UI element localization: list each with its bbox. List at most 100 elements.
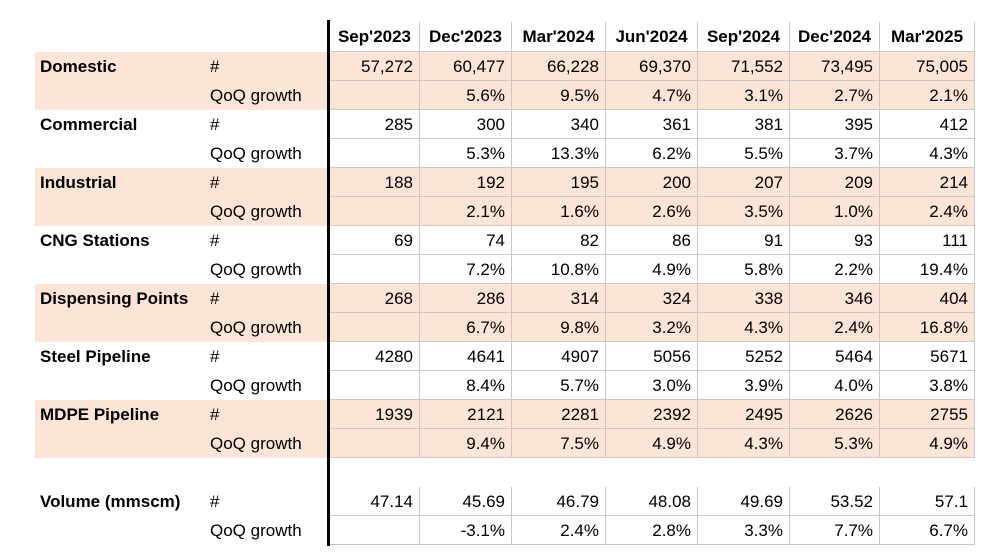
- row-label: Commercial: [40, 115, 138, 134]
- value-cell: 346: [790, 284, 880, 313]
- value-cell: 71,552: [698, 52, 790, 81]
- unit-label: #: [210, 115, 220, 134]
- empty-cell: [330, 197, 420, 226]
- growth-cell: 6.7%: [880, 516, 975, 545]
- value-cell: 93: [790, 226, 880, 255]
- row-label: Domestic: [40, 57, 117, 76]
- empty-cell: [330, 139, 420, 168]
- growth-cell: 3.1%: [698, 81, 790, 110]
- value-cell: 74: [420, 226, 512, 255]
- unit-label: #: [210, 231, 220, 250]
- value-cell: 75,005: [880, 52, 975, 81]
- growth-label: QoQ growth: [210, 260, 302, 279]
- row-label: CNG Stations: [40, 231, 150, 250]
- value-cell: 381: [698, 110, 790, 139]
- unit-label: #: [210, 173, 220, 192]
- growth-cell: 1.6%: [512, 197, 606, 226]
- column-header: Sep'2023: [330, 22, 420, 52]
- growth-cell: 4.0%: [790, 371, 880, 400]
- column-header: Dec'2024: [790, 22, 880, 52]
- value-cell: 1939: [330, 400, 420, 429]
- value-cell: 207: [698, 168, 790, 197]
- growth-cell: 10.8%: [512, 255, 606, 284]
- row-label: MDPE Pipeline: [40, 405, 160, 424]
- growth-cell: 2.1%: [420, 197, 512, 226]
- growth-cell: 3.8%: [880, 371, 975, 400]
- growth-cell: 6.7%: [420, 313, 512, 342]
- growth-cell: 4.3%: [880, 139, 975, 168]
- value-cell: 285: [330, 110, 420, 139]
- value-cell: 2392: [606, 400, 698, 429]
- row-label: Industrial: [40, 173, 117, 192]
- empty-cell: [330, 371, 420, 400]
- value-cell: 49.69: [698, 487, 790, 516]
- growth-label: QoQ growth: [210, 144, 302, 163]
- row-label: Steel Pipeline: [40, 347, 151, 366]
- value-cell: 4907: [512, 342, 606, 371]
- empty-cell: [330, 429, 420, 458]
- growth-cell: 5.3%: [790, 429, 880, 458]
- divider-line: [327, 20, 330, 546]
- growth-cell: 4.3%: [698, 429, 790, 458]
- growth-cell: 3.5%: [698, 197, 790, 226]
- growth-label: QoQ growth: [210, 434, 302, 453]
- growth-cell: 3.2%: [606, 313, 698, 342]
- value-cell: 4641: [420, 342, 512, 371]
- growth-cell: 7.5%: [512, 429, 606, 458]
- value-cell: 324: [606, 284, 698, 313]
- value-cell: 188: [330, 168, 420, 197]
- value-cell: 60,477: [420, 52, 512, 81]
- growth-cell: 2.6%: [606, 197, 698, 226]
- value-cell: 340: [512, 110, 606, 139]
- value-cell: 5252: [698, 342, 790, 371]
- value-cell: 46.79: [512, 487, 606, 516]
- growth-cell: 5.7%: [512, 371, 606, 400]
- growth-cell: 9.8%: [512, 313, 606, 342]
- growth-cell: 3.0%: [606, 371, 698, 400]
- growth-cell: 4.9%: [880, 429, 975, 458]
- unit-label: #: [210, 57, 220, 76]
- row-shade: [35, 52, 327, 110]
- value-cell: 214: [880, 168, 975, 197]
- value-cell: 412: [880, 110, 975, 139]
- value-cell: 57,272: [330, 52, 420, 81]
- unit-label: #: [210, 347, 220, 366]
- growth-cell: 4.7%: [606, 81, 698, 110]
- growth-cell: 2.2%: [790, 255, 880, 284]
- growth-cell: 2.8%: [606, 516, 698, 545]
- value-cell: 47.14: [330, 487, 420, 516]
- growth-cell: 4.3%: [698, 313, 790, 342]
- growth-cell: 5.3%: [420, 139, 512, 168]
- empty-cell: [330, 255, 420, 284]
- growth-cell: 5.5%: [698, 139, 790, 168]
- column-header: Mar'2025: [880, 22, 975, 52]
- value-cell: 338: [698, 284, 790, 313]
- value-cell: 48.08: [606, 487, 698, 516]
- value-cell: 111: [880, 226, 975, 255]
- growth-cell: 13.3%: [512, 139, 606, 168]
- value-cell: 2121: [420, 400, 512, 429]
- value-cell: 2495: [698, 400, 790, 429]
- column-header: Sep'2024: [698, 22, 790, 52]
- value-cell: 5671: [880, 342, 975, 371]
- unit-label: #: [210, 405, 220, 424]
- growth-cell: 2.7%: [790, 81, 880, 110]
- value-cell: 91: [698, 226, 790, 255]
- growth-label: QoQ growth: [210, 521, 302, 540]
- value-cell: 4280: [330, 342, 420, 371]
- growth-label: QoQ growth: [210, 202, 302, 221]
- growth-cell: 8.4%: [420, 371, 512, 400]
- value-cell: 300: [420, 110, 512, 139]
- growth-label: QoQ growth: [210, 318, 302, 337]
- growth-cell: 3.3%: [698, 516, 790, 545]
- value-cell: 404: [880, 284, 975, 313]
- value-cell: 195: [512, 168, 606, 197]
- growth-label: QoQ growth: [210, 376, 302, 395]
- value-cell: 73,495: [790, 52, 880, 81]
- value-cell: 82: [512, 226, 606, 255]
- growth-cell: 7.7%: [790, 516, 880, 545]
- growth-cell: 19.4%: [880, 255, 975, 284]
- growth-cell: 1.0%: [790, 197, 880, 226]
- growth-cell: 6.2%: [606, 139, 698, 168]
